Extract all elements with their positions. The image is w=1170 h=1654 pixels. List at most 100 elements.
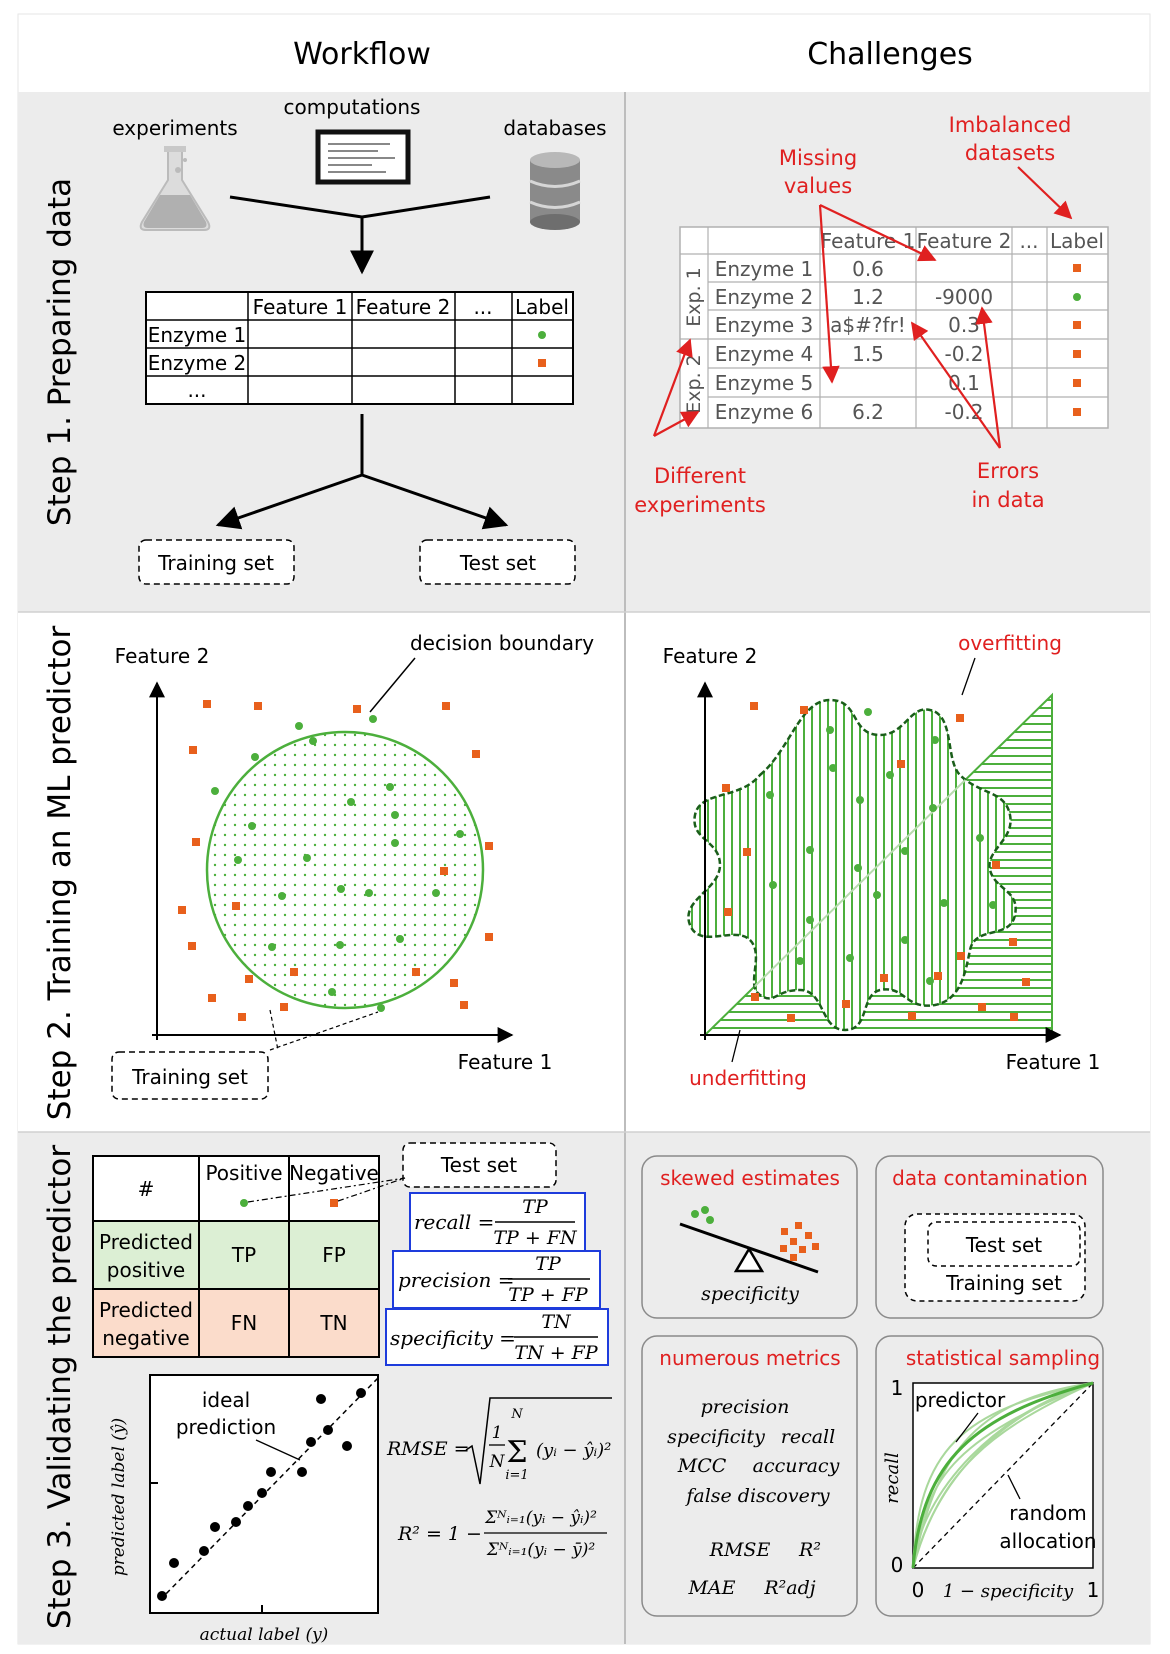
ch-cell-f1: 0.6: [852, 257, 884, 281]
sampling-title: statistical sampling: [906, 1346, 1100, 1370]
contamination-test: Test set: [965, 1233, 1042, 1257]
specificity-num: TN: [541, 1311, 572, 1333]
cm-fp: FP: [322, 1243, 346, 1267]
ch-cell-f1: 1.5: [852, 342, 884, 366]
table-header-label: Label: [515, 295, 569, 319]
regression-plot: ideal prediction predicted label (ŷ) act…: [109, 1374, 379, 1645]
databases-label: databases: [503, 116, 606, 140]
cm-tp: TP: [231, 1243, 256, 1267]
skewed-estimates-card: skewed estimates specificity: [641, 1155, 858, 1319]
roc-ylabel: recall: [882, 1452, 903, 1504]
predicted-label-axis: predicted label (ŷ): [109, 1418, 129, 1576]
actual-label-axis: actual label (y): [200, 1625, 329, 1645]
database-icon: [529, 152, 581, 230]
roc-xtick-0: 0: [912, 1578, 925, 1602]
table-row-enzyme2: Enzyme 2: [148, 351, 247, 375]
roc-ytick-0: 0: [891, 1553, 904, 1577]
label-green-dot: [538, 331, 546, 339]
ch-cell-f2: -0.2: [944, 342, 983, 366]
merge-arrow: [229, 195, 491, 275]
cm-negative: Negative: [289, 1161, 379, 1185]
metric-accuracy: accuracy: [753, 1455, 840, 1477]
training-set-box: [138, 539, 295, 585]
feature2-axis-label: Feature 2: [115, 644, 210, 668]
ch-row-name: Enzyme 1: [715, 257, 814, 281]
skewed-specificity: specificity: [701, 1283, 799, 1305]
roc-ytick-1: 1: [891, 1376, 904, 1400]
ch-cell-f1: 1.2: [852, 285, 884, 309]
feature1-axis-label: Feature 1: [458, 1050, 553, 1074]
decision-boundary-label: decision boundary: [410, 631, 594, 655]
roc-xlabel: 1 − specificity: [943, 1581, 1074, 1602]
ch-header-ellipsis: ...: [1019, 229, 1038, 253]
challenges-heading: Challenges: [807, 37, 973, 72]
table-row-enzyme1: Enzyme 1: [148, 323, 247, 347]
ch-cell-f1: a$#?fr!: [830, 313, 906, 337]
missing-values-line2: values: [784, 174, 852, 198]
cm-tn: TN: [319, 1311, 347, 1335]
cm-pred-neg-2: negative: [102, 1326, 189, 1350]
ch-cell-f2: 0.3: [948, 313, 980, 337]
label-orange-square: [538, 359, 546, 367]
underfitting-label: underfitting: [689, 1066, 807, 1090]
training-set-label: Training set: [157, 551, 274, 575]
ch-label-orange: [1073, 321, 1081, 329]
cm-negative-square: [330, 1199, 338, 1207]
metric-r2adj: R²adj: [763, 1577, 815, 1599]
ch-label-orange: [1073, 379, 1081, 387]
r2-den: Σᴺᵢ₌₁(yᵢ − ȳ)²: [486, 1540, 596, 1560]
rmse-sum-top: N: [510, 1407, 523, 1422]
imbalanced-line2: datasets: [965, 141, 1055, 165]
flask-icon: [139, 146, 211, 231]
table-row-ellipsis: ...: [187, 378, 206, 402]
specificity-formula: specificity = TN TN + FP: [385, 1308, 609, 1366]
skewed-title: skewed estimates: [660, 1166, 840, 1190]
precision-den: TP + FP: [508, 1284, 589, 1306]
contamination-training: Training set: [945, 1271, 1062, 1295]
rmse-lhs: RMSE =: [386, 1438, 470, 1460]
training-set-label-step2: Training set: [131, 1065, 248, 1089]
roc-curve: [911, 1381, 1094, 1569]
computations-label: computations: [284, 95, 421, 119]
recall-num: TP: [522, 1196, 549, 1218]
cm-positive-dot: [240, 1199, 248, 1207]
ch-label-green: [1073, 293, 1081, 301]
split-arrow: [215, 414, 509, 530]
recall-den: TP + FN: [493, 1227, 578, 1249]
random-label-1: random: [1009, 1501, 1087, 1525]
overfitting-label: overfitting: [958, 631, 1062, 655]
precision-formula: precision = TP TP + FP: [392, 1250, 601, 1309]
rmse-term: (yᵢ − ŷᵢ)²: [536, 1440, 611, 1461]
ch-row-name: Enzyme 2: [715, 285, 814, 309]
ideal-prediction-1: ideal: [202, 1388, 250, 1412]
step2-label: Step 2. Training an ML predictor: [42, 626, 78, 1121]
different-line2: experiments: [634, 493, 766, 517]
scatter-fitting: Feature 2 Feature 1 overfitting underfit…: [663, 631, 1101, 1090]
recall-formula: recall = TP TP + FN: [409, 1192, 586, 1252]
training-set-box-step2: [111, 1051, 269, 1100]
test-set-label-step3: Test set: [440, 1153, 517, 1177]
metrics-title: numerous metrics: [659, 1346, 840, 1370]
confusion-matrix: # Positive Negative Predicted positive P…: [92, 1155, 380, 1358]
step3-label: Step 3. Validating the predictor: [42, 1145, 78, 1630]
r2-num: Σᴺᵢ₌₁(yᵢ − ŷᵢ)²: [484, 1508, 597, 1528]
missing-values-line1: Missing: [779, 146, 857, 170]
ch-cell-f1: 6.2: [852, 400, 884, 424]
workflow-table: Feature 1 Feature 2 ... Label Enzyme 1 E…: [145, 291, 574, 405]
metric-mae: MAE: [687, 1577, 735, 1599]
precision-num: TP: [535, 1253, 562, 1275]
cm-pred-pos-2: positive: [107, 1258, 185, 1282]
predictor-label: predictor: [915, 1388, 1006, 1412]
ch-cell-f2: -9000: [935, 285, 993, 309]
precision-lhs: precision =: [398, 1268, 515, 1292]
specificity-den: TN + FP: [514, 1342, 598, 1364]
feature1-axis-label-2: Feature 1: [1006, 1050, 1101, 1074]
ch-cell-f2: -0.2: [944, 400, 983, 424]
ch-label-orange: [1073, 350, 1081, 358]
ch-label-orange: [1073, 264, 1081, 272]
statistical-sampling-card: statistical sampling predictor random al…: [875, 1335, 1104, 1617]
experiments-label: experiments: [112, 116, 237, 140]
data-contamination-card: data contamination Test set Training set: [875, 1155, 1104, 1319]
challenge-table: Feature 1 Feature 2 ... Label Exp. 1 Exp…: [679, 226, 1109, 429]
seesaw-fulcrum: [733, 1246, 765, 1273]
